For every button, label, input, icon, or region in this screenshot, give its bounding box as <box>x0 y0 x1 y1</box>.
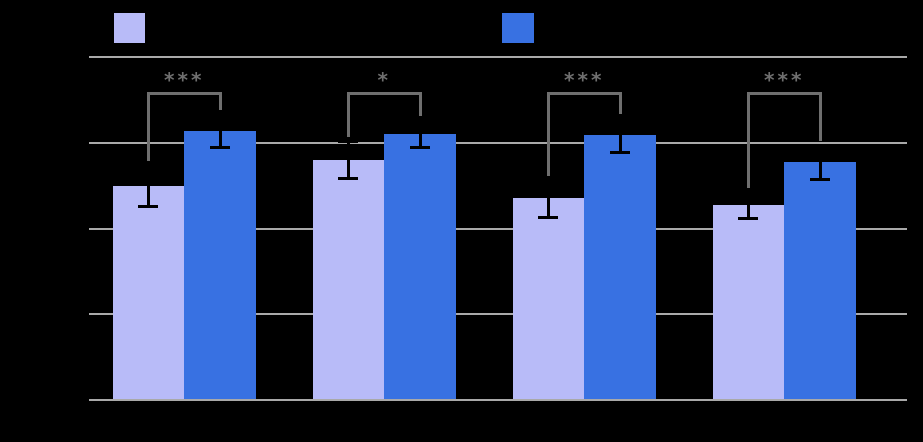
error-bar-cap <box>610 150 631 154</box>
gridline <box>89 56 907 58</box>
gridline <box>89 227 907 230</box>
error-bar-line <box>618 117 622 153</box>
error-bar-line <box>346 141 350 179</box>
gridline <box>89 313 907 316</box>
error-bar-cap <box>538 215 559 219</box>
error-bar-cap <box>810 143 831 147</box>
sig-bracket-left-leg <box>746 92 750 189</box>
sig-label: *** <box>764 68 805 92</box>
error-bar-line <box>418 120 422 148</box>
bar-group-1-series-2-blue <box>184 130 256 399</box>
error-bar-cap <box>538 178 559 182</box>
x-axis-baseline <box>89 399 907 401</box>
sig-bracket-top <box>746 92 822 95</box>
bar-group-2-series-2-blue <box>384 134 456 399</box>
bar-group-4-series-1-light-purple <box>712 205 785 399</box>
legend-swatch-series2 <box>502 13 534 43</box>
error-bar-cap <box>810 178 831 182</box>
error-bar-cap <box>210 146 231 150</box>
sig-label: *** <box>564 68 605 92</box>
error-bar-cap <box>338 177 359 181</box>
error-bar-line <box>746 192 750 219</box>
error-bar-cap <box>410 118 431 122</box>
sig-label: * <box>377 68 391 92</box>
sig-bracket-top <box>146 92 222 95</box>
sig-bracket-right-leg <box>418 92 422 117</box>
bar-group-1-series-1-light-purple <box>112 185 185 399</box>
error-bar-cap <box>338 139 359 143</box>
gridline <box>89 141 907 144</box>
sig-bracket-left-leg <box>346 92 350 138</box>
error-bar-line <box>546 179 550 218</box>
bar-group-3-series-2-blue <box>584 135 656 399</box>
error-bar-cap <box>210 112 231 116</box>
sig-bracket-left-leg <box>546 92 550 176</box>
sig-bracket-left-leg <box>146 92 150 162</box>
legend-swatch-series1 <box>114 13 145 43</box>
sig-bracket-right-leg <box>818 92 822 142</box>
sig-bracket-top <box>546 92 622 95</box>
error-bar-cap <box>610 116 631 120</box>
error-bar-line <box>146 165 150 207</box>
sig-label: *** <box>164 68 205 92</box>
bar-group-3-series-1-light-purple <box>512 198 585 399</box>
sig-bracket-right-leg <box>218 92 222 110</box>
error-bar-cap <box>738 216 759 220</box>
sig-bracket-top <box>346 92 422 95</box>
bar-group-4-series-2-blue <box>784 162 856 399</box>
error-bar-cap <box>138 204 159 208</box>
error-bar-line <box>818 145 822 180</box>
sig-bracket-right-leg <box>618 92 622 114</box>
error-bar-cap <box>138 163 159 167</box>
error-bar-cap <box>410 146 431 150</box>
error-bar-cap <box>738 190 759 194</box>
error-bar-line <box>218 113 222 148</box>
bar-group-2-series-1-light-purple <box>312 159 385 399</box>
